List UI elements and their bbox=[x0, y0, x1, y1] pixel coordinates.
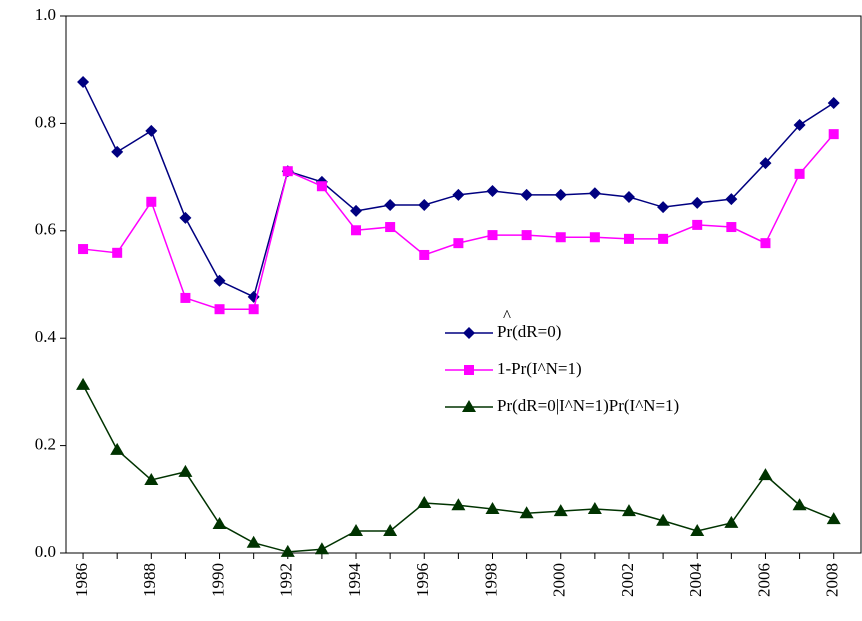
marker bbox=[760, 238, 771, 249]
marker bbox=[351, 225, 362, 236]
marker bbox=[691, 196, 704, 209]
series-line bbox=[82, 384, 834, 553]
x-tick-label: 2004 bbox=[686, 563, 705, 598]
x-tick-label: 1992 bbox=[277, 563, 296, 597]
marker bbox=[588, 187, 601, 200]
marker bbox=[758, 468, 773, 481]
marker bbox=[76, 377, 91, 390]
marker bbox=[214, 304, 225, 315]
plot-frame bbox=[65, 15, 862, 554]
marker bbox=[587, 501, 602, 514]
marker bbox=[417, 496, 432, 509]
legend-label: Pr(dR=0|I^N=1)Pr(I^N=1) bbox=[497, 396, 679, 415]
marker bbox=[178, 464, 193, 477]
legend-label: 1-Pr(I^N=1) bbox=[497, 359, 582, 378]
y-tick-label: 0.8 bbox=[35, 112, 56, 131]
legend-accent: ^ bbox=[503, 306, 511, 325]
marker bbox=[316, 181, 327, 192]
marker bbox=[690, 523, 705, 536]
marker bbox=[622, 190, 635, 203]
marker bbox=[621, 504, 636, 517]
marker bbox=[111, 145, 124, 158]
marker bbox=[555, 232, 566, 243]
marker bbox=[180, 292, 191, 303]
marker bbox=[463, 327, 475, 339]
marker bbox=[384, 199, 397, 212]
marker bbox=[692, 219, 703, 230]
x-tick-label: 1990 bbox=[208, 563, 227, 597]
y-tick-label: 1.0 bbox=[35, 5, 56, 24]
x-tick-label: 1994 bbox=[345, 563, 364, 598]
marker bbox=[554, 188, 567, 201]
x-tick-label: 1998 bbox=[481, 563, 500, 597]
x-tick-label: 2002 bbox=[618, 563, 637, 597]
marker bbox=[486, 185, 499, 198]
marker bbox=[418, 199, 431, 212]
marker bbox=[451, 498, 466, 511]
marker bbox=[144, 472, 159, 485]
marker bbox=[212, 517, 227, 530]
marker bbox=[657, 201, 670, 214]
y-tick-label: 0.0 bbox=[35, 542, 56, 561]
marker bbox=[793, 119, 806, 132]
marker bbox=[725, 193, 738, 206]
marker bbox=[452, 188, 465, 201]
x-tick-label: 2006 bbox=[754, 563, 773, 597]
y-tick-label: 0.6 bbox=[35, 220, 56, 239]
marker bbox=[280, 544, 295, 557]
series-line bbox=[82, 133, 835, 310]
marker bbox=[179, 211, 192, 224]
marker bbox=[112, 247, 123, 258]
marker bbox=[658, 233, 669, 244]
marker bbox=[487, 230, 498, 241]
marker bbox=[77, 76, 90, 89]
marker bbox=[248, 304, 259, 315]
marker bbox=[314, 542, 329, 555]
marker bbox=[623, 233, 634, 244]
marker bbox=[589, 232, 600, 243]
x-tick-label: 1988 bbox=[140, 563, 159, 597]
marker bbox=[724, 515, 739, 528]
marker bbox=[383, 523, 398, 536]
marker bbox=[464, 365, 474, 375]
marker bbox=[553, 504, 568, 517]
marker bbox=[385, 222, 396, 233]
marker bbox=[453, 238, 464, 249]
marker bbox=[792, 498, 807, 511]
marker bbox=[350, 204, 363, 217]
marker bbox=[521, 230, 532, 241]
marker bbox=[827, 96, 840, 109]
marker bbox=[826, 512, 841, 525]
marker bbox=[349, 523, 364, 536]
x-tick-label: 1986 bbox=[72, 563, 91, 597]
marker bbox=[794, 168, 805, 179]
marker bbox=[519, 506, 534, 519]
marker bbox=[246, 535, 261, 548]
legend-label: Pr(dR=0) bbox=[497, 322, 561, 341]
y-tick-label: 0.4 bbox=[35, 327, 57, 346]
x-tick-label: 2008 bbox=[823, 563, 842, 597]
y-tick-label: 0.2 bbox=[35, 435, 56, 454]
x-tick-label: 1996 bbox=[413, 563, 432, 597]
marker bbox=[146, 196, 157, 207]
marker bbox=[462, 400, 476, 412]
marker bbox=[282, 166, 293, 177]
marker bbox=[828, 129, 839, 140]
marker bbox=[419, 249, 430, 260]
marker bbox=[110, 442, 125, 455]
x-tick-label: 2000 bbox=[550, 563, 569, 597]
marker bbox=[78, 244, 89, 255]
marker bbox=[485, 501, 500, 514]
marker bbox=[726, 222, 737, 233]
marker bbox=[656, 513, 671, 526]
marker bbox=[145, 124, 158, 137]
marker bbox=[520, 188, 533, 201]
marker bbox=[213, 274, 226, 287]
marker bbox=[759, 157, 772, 170]
